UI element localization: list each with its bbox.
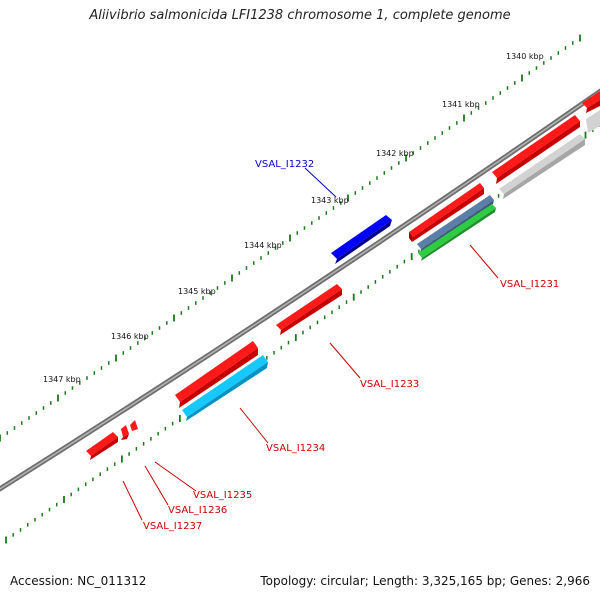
feature-gray-strip [499, 110, 600, 199]
tick-label-1347: 1347 kbp [43, 375, 81, 384]
gene-vsal-i1231[interactable] [409, 183, 484, 242]
gene-far-right-1[interactable] [492, 115, 580, 184]
gene-vsal-i1235[interactable] [130, 420, 138, 431]
gene-vsal-i1234-cyan[interactable] [182, 355, 268, 421]
label-vsal-i1233[interactable]: VSAL_I1233 [360, 379, 419, 390]
gene-vsal-i1234-forward[interactable] [175, 341, 258, 408]
accession-text: Accession: NC_011312 [10, 574, 147, 588]
tick-label-1346: 1346 kbp [111, 332, 149, 341]
gene-labels: VSAL_I1232 VSAL_I1231 VSAL_I1233 VSAL_I1… [143, 159, 559, 532]
map-title: Aliivibrio salmonicida LFI1238 chromosom… [89, 8, 511, 23]
label-vsal-i1235[interactable]: VSAL_I1235 [193, 490, 252, 501]
gene-vsal-i1233[interactable] [276, 284, 342, 335]
gene-vsal-i1237[interactable] [86, 432, 118, 460]
feature-green-strip [418, 204, 496, 261]
chromosome-backbone [0, 88, 600, 492]
tick-label-1341: 1341 kbp [442, 100, 480, 109]
tick-label-1344: 1344 kbp [244, 241, 282, 250]
label-leader-lines [122, 167, 499, 521]
tick-label-1342: 1342 kbp [376, 149, 414, 158]
label-vsal-i1232[interactable]: VSAL_I1232 [255, 159, 314, 170]
label-vsal-i1236[interactable]: VSAL_I1236 [168, 505, 227, 516]
outer-tick-ruler [0, 34, 581, 442]
features [86, 91, 600, 460]
label-vsal-i1234[interactable]: VSAL_I1234 [266, 443, 325, 454]
tick-label-1340: 1340 kbp [506, 52, 544, 61]
tick-label-1345: 1345 kbp [178, 287, 216, 296]
tick-labels: 1340 kbp 1341 kbp 1342 kbp 1343 kbp 1344… [43, 52, 544, 384]
tick-label-1343: 1343 kbp [311, 196, 349, 205]
gene-far-right-2[interactable] [582, 91, 600, 113]
gene-vsal-i1232[interactable] [331, 215, 392, 264]
label-vsal-i1237[interactable]: VSAL_I1237 [143, 521, 202, 532]
summary-text: Topology: circular; Length: 3,325,165 bp… [260, 574, 590, 588]
label-vsal-i1231[interactable]: VSAL_I1231 [500, 279, 559, 290]
gene-vsal-i1236[interactable] [121, 425, 129, 440]
